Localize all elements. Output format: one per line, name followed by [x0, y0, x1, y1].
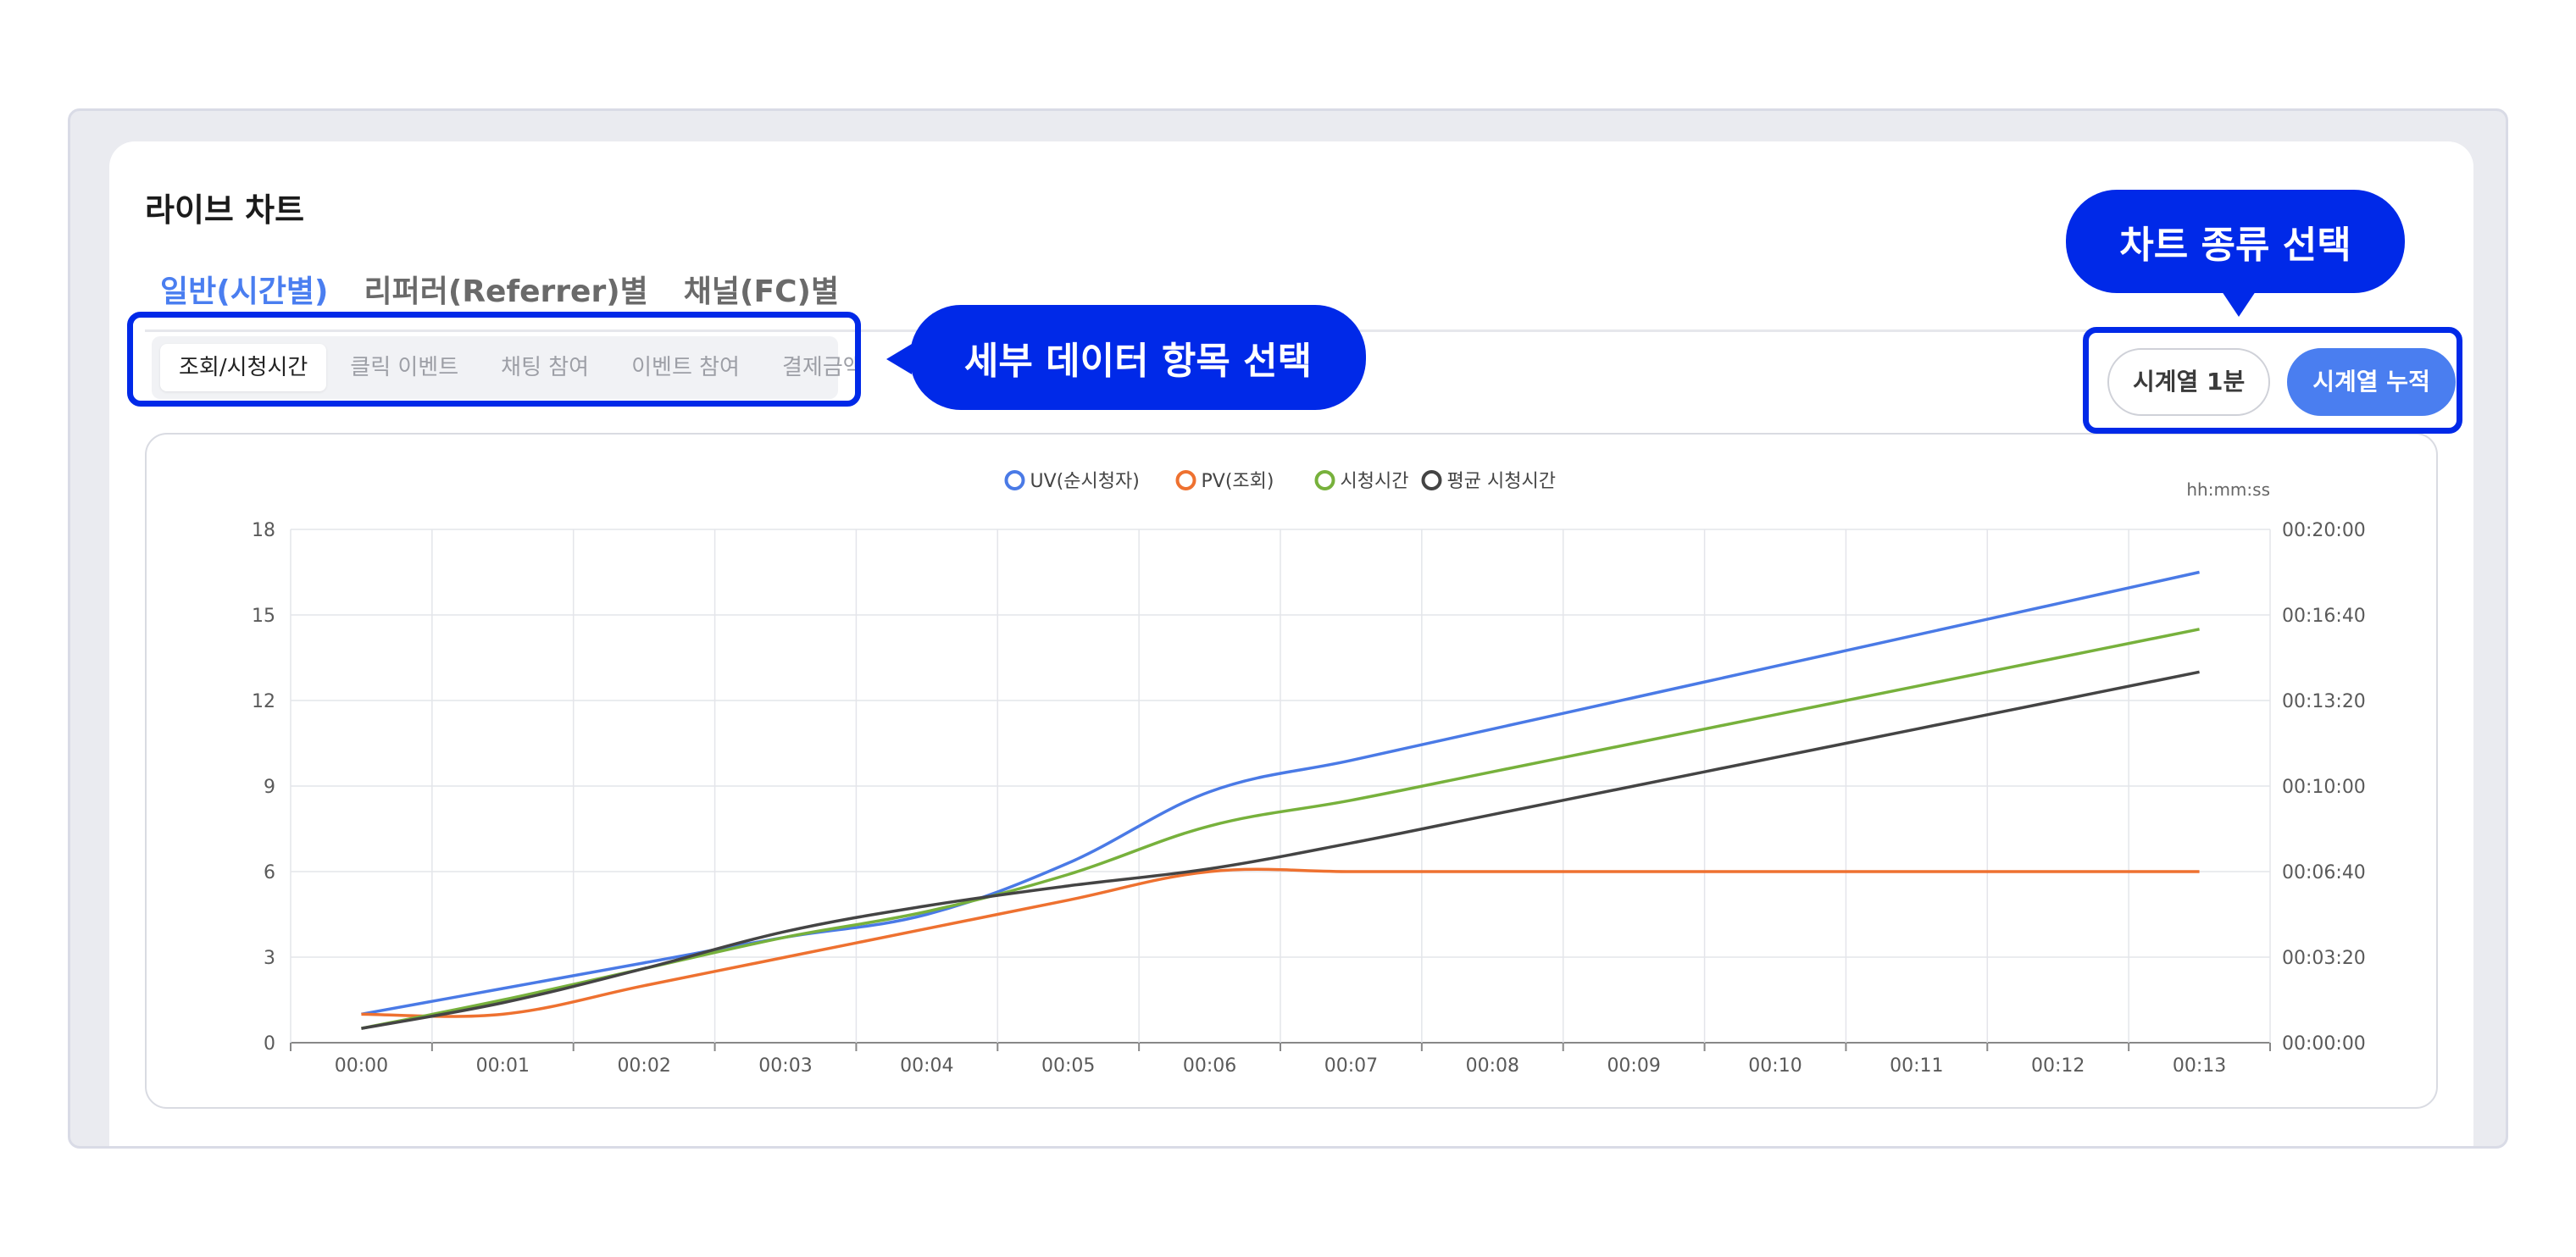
legend-label: UV(순시청자) [1030, 471, 1140, 492]
series-line-1 [361, 867, 2200, 1018]
subtab-event-participation[interactable]: 이벤트 참여 [631, 355, 740, 380]
y-left-tick-label: 3 [264, 948, 275, 969]
chart-type-highlight [2083, 327, 2462, 434]
detail-tabs-highlight [127, 312, 861, 407]
detail-data-callout: 세부 데이터 항목 선택 [886, 305, 1366, 410]
x-tick-label: 00:07 [1324, 1055, 1378, 1077]
timeseries-1min-button[interactable]: 시계열 1분 [2107, 348, 2271, 416]
x-tick-label: 00:11 [1890, 1055, 1943, 1077]
tab-by-channel[interactable]: 채널(FC)별 [683, 274, 840, 309]
x-tick-label: 00:01 [476, 1055, 530, 1077]
x-tick-label: 00:08 [1466, 1055, 1519, 1077]
chart-panel: 0 3 6 9 12 15 18 00:00:00 00:03:20 00:06:40 00:10:… [145, 433, 2438, 1109]
legend-label: PV(조회) [1202, 471, 1274, 492]
chart-type-callout: 차트 종류 선택 [2066, 190, 2405, 317]
y-left-tick-label: 12 [252, 691, 275, 712]
y-right-tick-label: 00:06:40 [2282, 862, 2366, 883]
x-tick-label: 00:00 [335, 1055, 388, 1077]
line-chart: 0 3 6 9 12 15 18 00:00:00 00:03:20 00:06:40 00:10:… [252, 470, 2366, 1077]
series-line-0 [361, 570, 2200, 1016]
y-right-tick-label: 00:20:00 [2282, 520, 2366, 541]
legend-marker-3 [1421, 470, 1442, 490]
legend-marker-2 [1314, 470, 1335, 490]
y-left-tick-label: 0 [264, 1033, 275, 1055]
legend-label: 평균 시청시간 [1447, 471, 1556, 492]
x-tick-label: 00:03 [758, 1055, 812, 1077]
series-line-3 [361, 670, 2200, 1030]
x-tick-label: 00:05 [1041, 1055, 1095, 1077]
y-right-tick-label: 00:03:20 [2282, 948, 2366, 969]
y-right-tick-label: 00:10:00 [2282, 777, 2366, 798]
y-left-tick-label: 15 [252, 606, 275, 627]
legend-marker-1 [1175, 470, 1196, 490]
x-tick-label: 00:09 [1607, 1055, 1660, 1077]
legend-label: 시청시간 [1341, 471, 1409, 492]
x-tick-label: 00:10 [1748, 1055, 1802, 1077]
y-right-unit-label: hh:mm:ss [2186, 479, 2270, 500]
subtab-views-watchtime[interactable]: 조회/시청시간 [160, 344, 327, 391]
detail-data-tabs: 조회/시청시간 클릭 이벤트 채팅 참여 이벤트 참여 결제금액 [152, 336, 863, 399]
subtab-click-events[interactable]: 클릭 이벤트 [350, 355, 459, 380]
y-right-tick-label: 00:16:40 [2282, 606, 2366, 627]
tab-general-by-time[interactable]: 일반(시간별) [160, 274, 329, 309]
legend-marker-0 [1004, 470, 1025, 490]
timeseries-cumulative-button[interactable]: 시계열 누적 [2287, 348, 2456, 416]
x-tick-label: 00:04 [900, 1055, 953, 1077]
y-left-tick-label: 6 [264, 862, 275, 883]
tab-by-referrer[interactable]: 리퍼러(Referrer)별 [364, 274, 648, 309]
y-right-tick-label: 00:00:00 [2282, 1033, 2366, 1055]
subtab-chat-participation[interactable]: 채팅 참여 [501, 355, 590, 380]
x-tick-label: 00:13 [2173, 1055, 2226, 1077]
page-title: 라이브 차트 [145, 191, 305, 229]
x-tick-label: 00:12 [2031, 1055, 2085, 1077]
subtab-payment-amount[interactable]: 결제금액 [781, 355, 863, 380]
y-left-tick-label: 9 [264, 777, 275, 798]
chart-type-buttons: 시계열 1분 시계열 누적 [2107, 348, 2456, 416]
y-left-tick-label: 18 [252, 520, 275, 541]
main-tabs: 일반(시간별) 리퍼러(Referrer)별 채널(FC)별 [160, 267, 839, 311]
x-tick-label: 00:02 [617, 1055, 670, 1077]
y-right-tick-label: 00:13:20 [2282, 691, 2366, 712]
x-tick-label: 00:06 [1183, 1055, 1236, 1077]
